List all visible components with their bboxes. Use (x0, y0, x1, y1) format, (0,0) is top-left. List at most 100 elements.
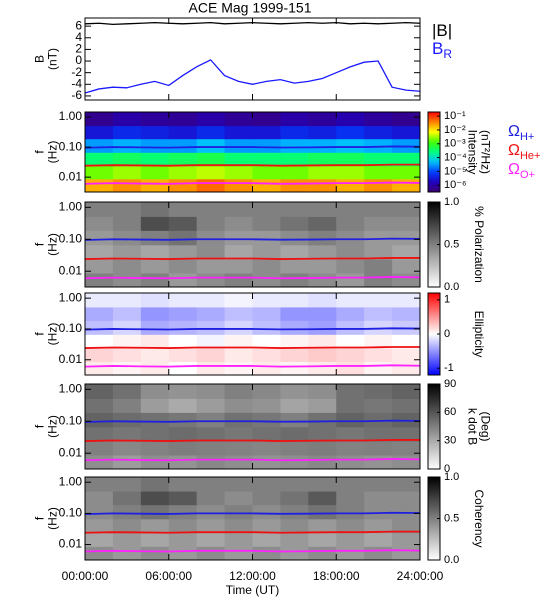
heatmap-cell (252, 320, 281, 335)
heatmap-cell (224, 306, 253, 321)
heatmap-cell (252, 454, 281, 470)
heatmap-cell (280, 384, 309, 399)
heatmap-cell (224, 334, 253, 349)
heatmap-cell (392, 244, 421, 260)
heatmap-cell (224, 138, 253, 153)
y-tick-label: 0.01 (59, 263, 83, 277)
heatmap-cell (392, 361, 421, 376)
heatmap-cell (336, 477, 365, 492)
heatmap-cell (112, 504, 142, 520)
y-tick-label: 2 (75, 42, 82, 56)
heatmap-cell (308, 334, 337, 349)
heatmap-cell (196, 138, 226, 153)
heatmap-cell (85, 477, 114, 492)
heatmap-cell (392, 441, 421, 456)
heatmap-cell (280, 320, 309, 335)
heatmap-cell (280, 441, 309, 456)
heatmap-cell (112, 348, 142, 362)
y-tick-label: 1.00 (59, 109, 83, 123)
heatmap-cell (85, 412, 114, 428)
heatmap-cell (252, 244, 281, 260)
heatmap-cell (85, 546, 114, 561)
heatmap-cell (336, 504, 365, 520)
gyro-line (84, 276, 421, 280)
legend-entry: |B| (432, 21, 452, 40)
heatmap-cell (112, 202, 142, 217)
heatmap-cell (336, 412, 365, 428)
heatmap-cell (280, 112, 309, 127)
colorbar-tick-label: 60 (444, 406, 456, 418)
colorbar-label: (Deg) (478, 411, 492, 441)
legend-subscript: O+ (520, 169, 535, 181)
colorbar-tick-label: 10⁻⁶ (444, 179, 467, 191)
heatmap-cell (252, 306, 281, 321)
heatmap-cell (140, 178, 170, 193)
heatmap-cell (196, 306, 226, 321)
y-axis-label: f (33, 332, 47, 336)
heatmap-cell (140, 546, 170, 561)
heatmap-cell (140, 398, 170, 413)
heatmap-cell (196, 412, 226, 428)
heatmap-cell (140, 202, 170, 217)
heatmap-cell (336, 202, 365, 217)
heatmap-cell (392, 202, 421, 217)
heatmap-cell (392, 293, 421, 308)
heatmap-cell (364, 293, 393, 308)
data-line (84, 59, 421, 94)
heatmap-cell (224, 152, 253, 167)
gyro-line (84, 511, 421, 515)
heatmap-cell (336, 334, 365, 349)
heatmap-cell (224, 293, 253, 308)
heatmap-cell (85, 259, 114, 274)
heatmap-cell (308, 293, 337, 308)
heatmap-cell (140, 454, 170, 470)
colorbar-tick-label: 0.5 (444, 512, 459, 524)
heatmap-cell (224, 398, 253, 413)
colorbar-tick-label: -1 (444, 362, 454, 374)
y-tick-label: 0.10 (59, 139, 83, 153)
colorbar (427, 111, 441, 193)
heatmap-cell (224, 244, 253, 260)
heatmap-cell (168, 532, 198, 547)
heatmap-cell (140, 504, 170, 520)
gyro-line (84, 237, 421, 241)
heatmap-cell (336, 138, 365, 153)
heatmap-cell (140, 125, 170, 140)
heatmap-cell (224, 165, 253, 180)
heatmap-cell (168, 259, 198, 274)
heatmap-cell (280, 165, 309, 180)
heatmap-cell (336, 441, 365, 456)
heatmap-cell (168, 216, 198, 231)
heatmap-cell (224, 477, 253, 492)
heatmap-cell (112, 441, 142, 456)
heatmap-cell (392, 216, 421, 231)
gyro-line (84, 163, 420, 167)
heatmap-cell (336, 230, 365, 246)
colorbar-tick-label: 0.0 (444, 281, 459, 293)
heatmap-cell (85, 293, 114, 308)
heatmap-cell (196, 384, 226, 399)
heatmap-cell (280, 334, 309, 349)
heatmap-cell (168, 320, 198, 335)
heatmap-cell (196, 178, 226, 193)
heatmap-cell (224, 259, 253, 274)
heatmap-cell (168, 546, 198, 561)
legend-symbol: Ω (508, 161, 520, 178)
heatmap-cell (364, 244, 393, 260)
heatmap-cell (224, 272, 253, 288)
heatmap-cell (85, 138, 114, 153)
heatmap-cell (364, 334, 393, 349)
heatmap-cell (140, 112, 170, 127)
heatmap-cell (336, 178, 365, 193)
heatmap-cell (112, 491, 142, 506)
heatmap-cell (140, 259, 170, 274)
heatmap-cell (224, 412, 253, 428)
heatmap-cell (140, 272, 170, 288)
heatmap-cell (224, 384, 253, 399)
heatmap-cell (85, 426, 114, 442)
heatmap-cell (196, 491, 226, 506)
y-tick-label: -2 (71, 65, 82, 79)
heatmap-cell (392, 546, 421, 561)
heatmap-cell (364, 165, 393, 180)
heatmap-cell (224, 112, 253, 127)
